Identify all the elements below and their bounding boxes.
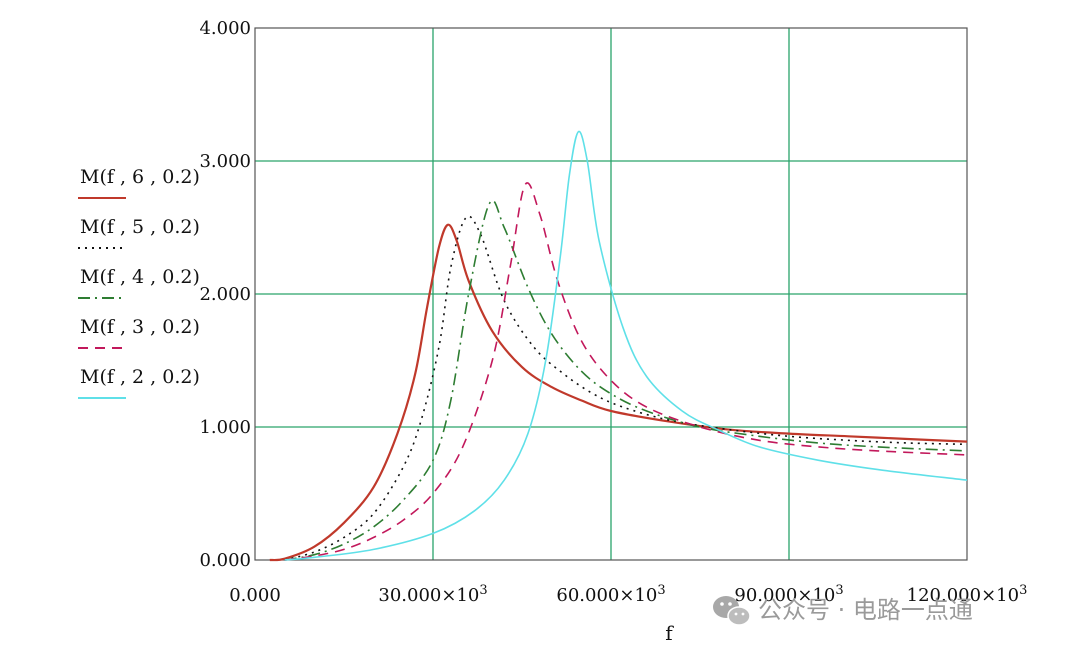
plot-frame — [254, 27, 968, 561]
legend-label-4: M(f , 3 , 0.2) — [80, 316, 200, 338]
grid — [255, 28, 967, 560]
legend-label-3: M(f , 4 , 0.2) — [80, 266, 200, 288]
watermark-text: 公众号 · 电路一点通 — [758, 596, 973, 624]
legend-label-1: M(f , 6 , 0.2) — [80, 166, 200, 188]
y-tick-label-1: 1.000 — [199, 417, 251, 438]
x-tick-label-2: 60.000×103 — [556, 583, 665, 607]
x-tick-label-3: 90.000×103 — [734, 583, 843, 607]
x-axis-title: f — [665, 621, 674, 645]
x-tick-labels: 0.000 30.000×103 60.000×103 90.000×103 120.0… — [229, 583, 1027, 607]
y-tick-labels: 0.000 1.000 2.000 3.000 4.000 — [199, 18, 251, 571]
y-tick-label-3: 3.000 — [199, 151, 251, 172]
series-layer — [269, 130, 968, 562]
watermark: 公众号 · 电路一点通 — [713, 596, 973, 626]
series-line-5 — [284, 130, 968, 561]
x-tick-label-1: 30.000×103 — [378, 583, 487, 607]
wechat-icon — [713, 596, 751, 626]
legend: M(f , 6 , 0.2) M(f , 5 , 0.2) M(f , 4 , 0.… — [78, 166, 200, 399]
series-line-2 — [284, 215, 968, 561]
y-tick-label-2: 2.000 — [199, 284, 251, 305]
y-tick-label-4: 4.000 — [199, 18, 251, 39]
legend-label-2: M(f , 5 , 0.2) — [80, 216, 200, 238]
series-line-1 — [269, 223, 968, 562]
x-tick-label-0: 0.000 — [229, 585, 281, 606]
legend-label-5: M(f , 2 , 0.2) — [80, 366, 200, 388]
series-line-3 — [284, 199, 968, 561]
x-tick-label-4: 120.000×103 — [907, 583, 1028, 607]
series-line-4 — [284, 182, 968, 561]
y-tick-label-0: 0.000 — [199, 550, 251, 571]
